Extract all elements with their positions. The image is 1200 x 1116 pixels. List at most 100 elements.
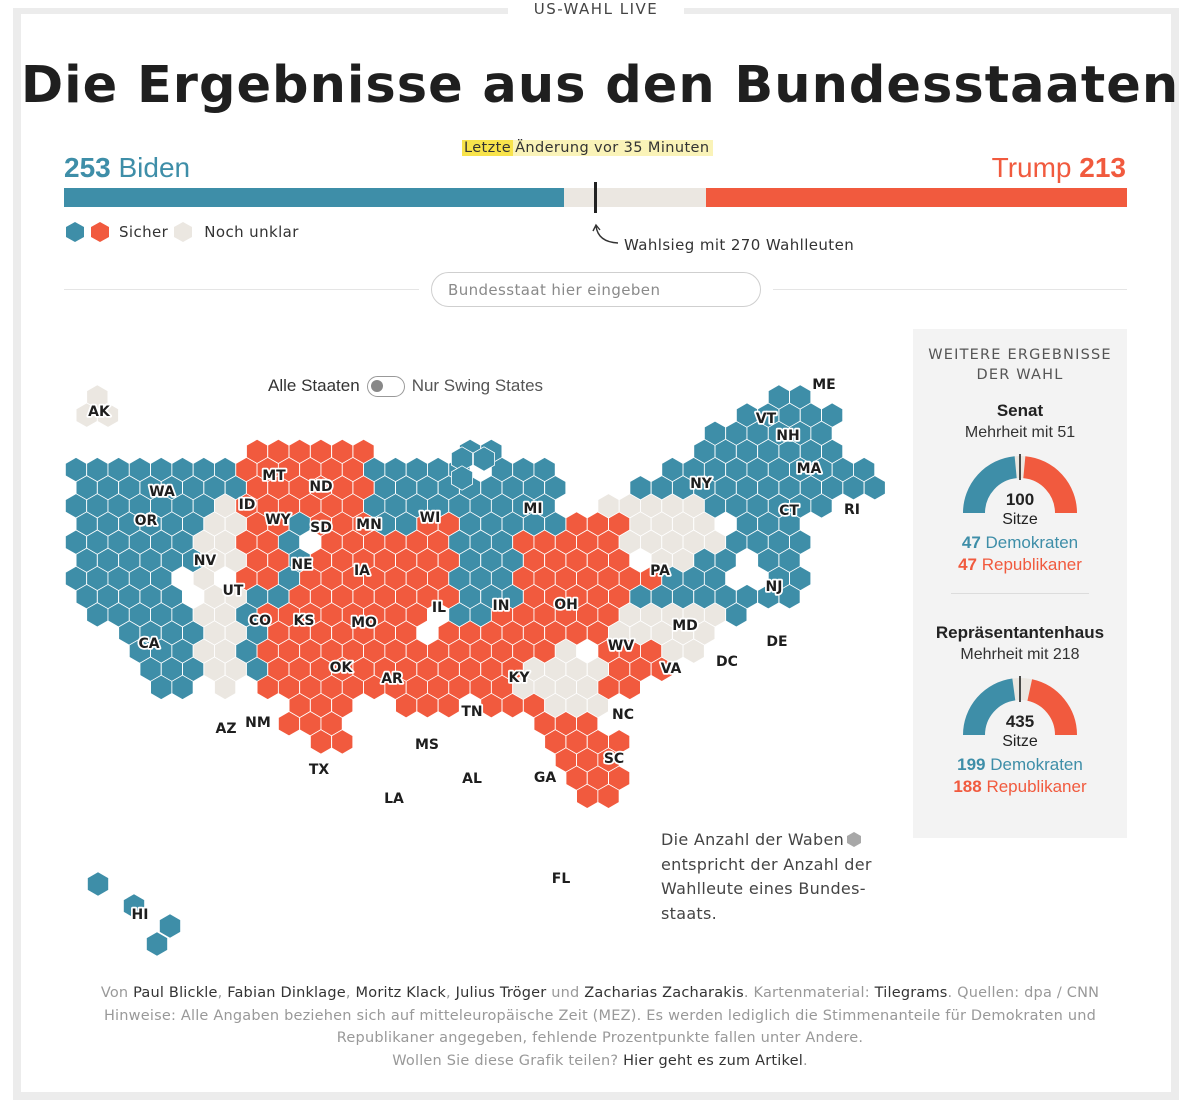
legend-unklar: Noch unklar	[204, 223, 299, 241]
senate-rep-label: Republikaner	[981, 555, 1082, 574]
side-heading-2: DER WAHL	[976, 367, 1064, 383]
gauge-rep-arc	[1022, 456, 1077, 514]
state-label-hi: HI	[132, 907, 149, 923]
state-label-ms: MS	[415, 737, 439, 753]
senate-rep: 47 Republikaner	[913, 554, 1127, 576]
biden-count: 253	[64, 152, 111, 183]
side-heading-1: WEITERE ERGEBNISSE	[928, 347, 1112, 363]
author-link[interactable]: Moritz Klack	[355, 985, 447, 1001]
hex-map: AK HI WA OR CA NV ID MT WY UT AZ CO NM ND SD NE KS OK TX MN…	[65, 375, 886, 957]
footer-line-2: Hinweise: Alle Angaben beziehen sich auf…	[103, 1007, 1097, 1024]
state-label-ri: RI	[844, 502, 860, 518]
state-label-fl: FL	[552, 871, 571, 887]
article-link[interactable]: Hier geht es zum Artikel	[623, 1053, 803, 1070]
hex-tile-ca[interactable]	[171, 674, 194, 701]
state-label-ar: AR	[381, 671, 403, 687]
hex-tile-tx[interactable]	[331, 729, 354, 755]
hex-icon	[847, 832, 861, 847]
hex-tile-ct[interactable]	[810, 493, 833, 519]
hex-tile-mi[interactable]	[450, 465, 474, 491]
house-total-number: 435	[1005, 712, 1035, 731]
hex-tile-ri[interactable]	[863, 475, 886, 501]
state-label-mi: MI	[523, 501, 542, 517]
legend: Sicher Noch unklar	[64, 220, 299, 244]
state-label-il: IL	[432, 600, 446, 616]
hex-tile-hi[interactable]	[145, 931, 169, 957]
state-label-wi: WI	[420, 510, 441, 526]
biden-name: Biden	[118, 152, 191, 183]
last-update-word: Letzte	[462, 140, 514, 156]
state-label-oh: OH	[554, 597, 578, 613]
hex-tile-me[interactable]	[810, 420, 833, 446]
author-link[interactable]: Paul Blickle	[133, 985, 218, 1001]
state-label-nm: NM	[245, 715, 271, 731]
hex-tile-ak[interactable]	[97, 402, 119, 428]
state-label-ut: UT	[223, 583, 244, 599]
toggle-label-all[interactable]: Alle Staaten	[268, 376, 360, 395]
state-label-vt: VT	[756, 411, 777, 427]
gauge-dem-arc	[963, 678, 1016, 736]
state-label-ky: KY	[509, 670, 531, 686]
hex-tile-fl[interactable]	[597, 783, 620, 809]
hex-note: Die Anzahl der Waben entspricht der Anza…	[661, 828, 891, 926]
hex-tile-nc[interactable]	[682, 638, 705, 664]
senate-dem-count: 47	[961, 533, 981, 552]
house-dem-label: Demokraten	[990, 755, 1083, 774]
hex-tile-hi[interactable]	[87, 871, 109, 897]
state-label-dc: DC	[716, 654, 738, 670]
author-link[interactable]: Fabian Dinklage	[227, 985, 346, 1001]
hex-note-text: Die Anzahl der Waben entspricht der Anza…	[661, 830, 872, 923]
state-label-ia: IA	[354, 563, 370, 579]
state-label-ma: MA	[797, 461, 822, 477]
tilegrams-link[interactable]: Tilegrams	[874, 985, 948, 1001]
senate-title: Senat	[996, 401, 1044, 420]
state-label-id: ID	[239, 497, 256, 513]
hex-tile-mi[interactable]	[472, 446, 496, 472]
state-label-ga: GA	[534, 770, 556, 786]
page-title: Die Ergebnisse aus den Bundesstaaten	[20, 56, 1180, 115]
state-label-sc: SC	[604, 751, 624, 767]
hex-tile-hi[interactable]	[123, 893, 146, 919]
dem-hex-icon	[66, 222, 84, 242]
state-label-mt: MT	[262, 468, 286, 484]
house-rep-count: 188	[953, 777, 982, 796]
hex-tile-az[interactable]	[214, 674, 237, 701]
state-label-ak: AK	[88, 404, 111, 420]
hex-tile-hi[interactable]	[158, 913, 182, 939]
side-heading: WEITERE ERGEBNISSE DER WAHL	[913, 345, 1127, 385]
state-label-md: MD	[672, 618, 698, 634]
hex-tile-dc[interactable]	[757, 583, 780, 610]
senate-majority: Mehrheit mit 51	[964, 424, 1076, 441]
senate-results: 47 Demokraten 47 Republikaner	[913, 532, 1127, 576]
house-majority: Mehrheit mit 218	[960, 646, 1080, 663]
state-label-de: DE	[766, 634, 787, 650]
trump-count: 213	[1079, 152, 1126, 183]
state-label-mo: MO	[351, 615, 377, 631]
kicker: US-WAHL LIVE	[508, 0, 684, 18]
house-rep-label: Republikaner	[986, 777, 1087, 796]
rep-hex-icon	[91, 222, 109, 242]
legend-sicher: Sicher	[119, 223, 169, 241]
house-gauge	[963, 676, 1077, 736]
hex-tile-dc[interactable]	[725, 602, 748, 628]
state-label-nv: NV	[194, 553, 217, 569]
senate-total: 100 Sitze	[913, 490, 1127, 530]
hex-tile-sc[interactable]	[618, 674, 641, 701]
state-label-ok: OK	[330, 660, 354, 676]
author-link[interactable]: Julius Tröger	[455, 985, 547, 1001]
state-label-az: AZ	[216, 721, 237, 737]
side-panel: WEITERE ERGEBNISSE DER WAHL Senat Mehrhe…	[913, 329, 1127, 838]
state-label-nc: NC	[612, 707, 634, 723]
author-link[interactable]: Zacharias Zacharakis	[584, 985, 744, 1001]
toggle-label-swing[interactable]: Nur Swing States	[411, 376, 544, 395]
footer-credits: Von Paul Blickle, Fabian Dinklage, Morit…	[0, 982, 1200, 1073]
hex-tile-md[interactable]	[704, 565, 726, 592]
toggle-switch[interactable]	[366, 375, 405, 397]
state-search-input[interactable]	[431, 272, 761, 307]
senate-gauge	[963, 454, 1077, 514]
state-label-in: IN	[493, 598, 510, 614]
house-total: 435 Sitze	[913, 712, 1127, 752]
win-threshold-note: Wahlsieg mit 270 Wahlleuten	[624, 236, 855, 254]
bar-dem-fill	[64, 188, 564, 207]
gauge-rep-arc	[1026, 679, 1077, 736]
